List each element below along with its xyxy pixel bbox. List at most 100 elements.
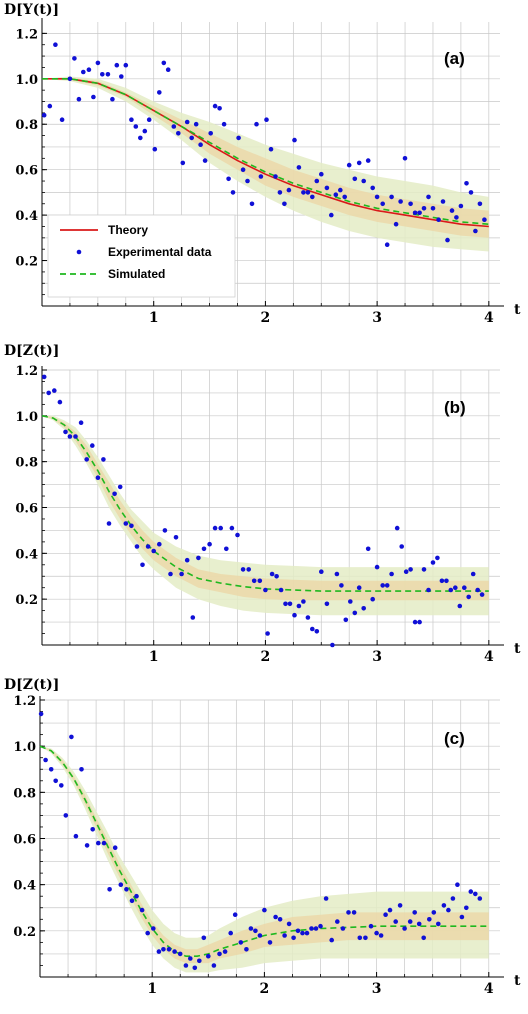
data-point [180, 160, 186, 166]
data-point [208, 131, 213, 136]
data-point [101, 840, 107, 846]
data-point [207, 541, 212, 547]
data-point [63, 429, 68, 435]
legend-swatch-experimental [76, 249, 82, 255]
data-point [96, 840, 101, 846]
data-point [305, 615, 311, 620]
x-tick-label: 1 [149, 310, 159, 326]
x-tick-label: 1 [149, 649, 159, 665]
data-point [69, 734, 74, 740]
data-point [245, 178, 250, 184]
data-point [383, 912, 388, 917]
data-point [84, 457, 89, 462]
data-point [165, 67, 171, 72]
data-point [446, 907, 451, 913]
data-point [402, 156, 408, 161]
data-point [283, 601, 288, 607]
data-point [138, 135, 143, 141]
y-tick-label: 1.0 [15, 410, 38, 425]
y-axis-label: D[Z(t)] [4, 343, 59, 359]
data-point [445, 237, 450, 243]
data-point [192, 965, 198, 971]
data-point [184, 119, 190, 125]
data-point [238, 940, 244, 945]
y-tick-label: 0.4 [13, 879, 36, 894]
data-point [287, 601, 293, 607]
data-point [47, 103, 53, 109]
x-tick-label: 3 [372, 649, 382, 665]
data-point [269, 571, 275, 577]
data-point [129, 117, 134, 122]
y-tick-label: 1.0 [13, 740, 36, 755]
data-point [444, 578, 449, 584]
data-point [277, 917, 283, 922]
data-point [101, 457, 106, 462]
data-point [106, 521, 112, 526]
data-point [190, 615, 196, 620]
data-point [292, 137, 297, 143]
data-point [292, 612, 297, 618]
data-point [142, 128, 148, 134]
data-point [365, 546, 371, 552]
data-point [380, 201, 386, 207]
data-point [100, 72, 105, 77]
data-point [417, 619, 422, 625]
data-point [139, 907, 145, 913]
y-tick-label: 0.8 [13, 786, 36, 801]
data-point [249, 201, 255, 207]
data-point [436, 921, 441, 927]
data-point [464, 905, 469, 911]
data-point [421, 935, 427, 941]
data-point [246, 567, 251, 572]
data-point [253, 928, 258, 934]
data-point [248, 926, 254, 931]
data-point [240, 167, 246, 172]
data-point [95, 475, 101, 481]
data-point [459, 914, 465, 920]
y-tick-label: 0.8 [15, 456, 38, 471]
data-point [464, 181, 469, 186]
data-point [156, 949, 162, 954]
data-point [157, 90, 162, 95]
data-point [57, 399, 63, 405]
y-tick-label: 1.2 [15, 27, 38, 42]
x-tick-label: 4 [484, 310, 494, 326]
data-point [119, 74, 124, 79]
data-point [43, 757, 48, 763]
data-point [59, 117, 65, 122]
data-point [140, 562, 145, 568]
data-point [324, 601, 330, 607]
data-point [206, 953, 211, 959]
data-point [412, 910, 418, 915]
confidence-band-outer [42, 415, 489, 616]
panel-label: (a) [444, 49, 465, 68]
data-point [41, 374, 47, 380]
data-point [112, 845, 118, 850]
data-point [177, 951, 183, 957]
data-point [53, 42, 58, 47]
data-point [435, 555, 440, 561]
data-point [412, 619, 418, 625]
data-point [267, 940, 273, 945]
data-point [323, 896, 329, 901]
data-point [426, 587, 431, 593]
data-point [107, 887, 112, 892]
data-point [217, 106, 222, 111]
confidence-band-inner [42, 415, 489, 601]
data-point [151, 926, 156, 931]
data-point [146, 117, 152, 122]
data-point [212, 103, 218, 109]
data-point [475, 587, 481, 593]
data-point [277, 190, 283, 195]
data-point [361, 178, 367, 184]
data-point [38, 711, 44, 717]
data-point [73, 434, 78, 439]
data-point [334, 571, 340, 577]
y-tick-label: 0.4 [15, 209, 38, 224]
y-tick-label: 0.6 [15, 164, 38, 179]
x-tick-label: 1 [147, 981, 157, 997]
data-point [335, 919, 340, 924]
data-point [124, 887, 129, 892]
data-point [356, 585, 362, 590]
data-point [212, 525, 218, 531]
